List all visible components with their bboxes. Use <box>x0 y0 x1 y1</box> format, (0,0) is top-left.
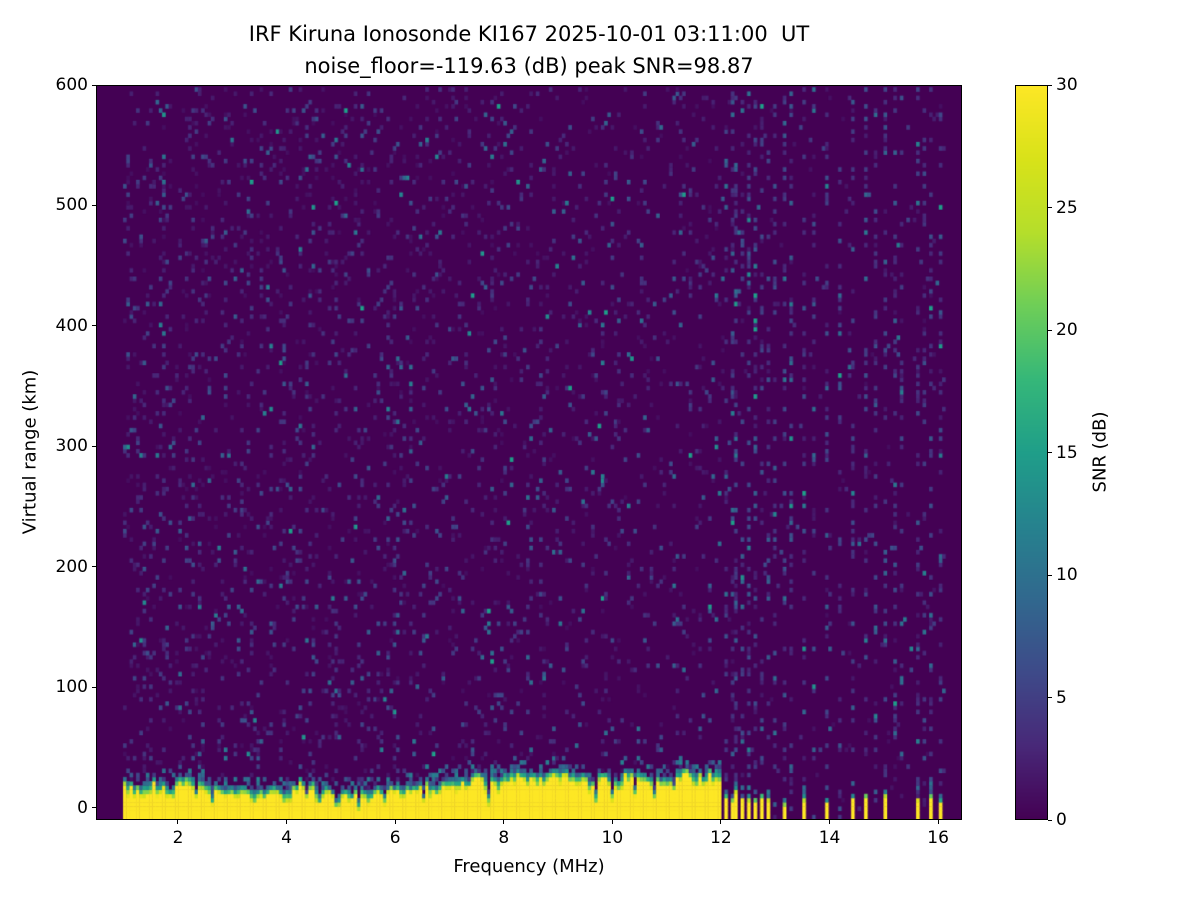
x-tick-label: 10 <box>601 828 624 848</box>
colorbar-tick-mark <box>1048 819 1052 821</box>
y-tick-label: 300 <box>55 436 88 457</box>
y-tick-mark <box>92 807 96 809</box>
colorbar-tick-mark <box>1048 329 1052 331</box>
x-tick-mark <box>720 820 722 824</box>
x-tick-mark <box>829 820 831 824</box>
colorbar-tick-label: 15 <box>1056 442 1078 463</box>
colorbar-tick-label: 20 <box>1056 320 1078 340</box>
colorbar-tick-label: 25 <box>1056 197 1078 218</box>
chart-title-line2: noise_floor=-119.63 (dB) peak SNR=98.87 <box>304 54 754 78</box>
x-tick-label: 8 <box>498 828 510 848</box>
x-tick-mark <box>503 820 505 824</box>
y-tick-label: 400 <box>55 315 88 336</box>
y-tick-mark <box>92 84 96 86</box>
x-tick-label: 16 <box>927 828 949 848</box>
colorbar-tick-label: 5 <box>1056 687 1067 708</box>
x-tick-label: 2 <box>172 828 184 848</box>
y-tick-mark <box>92 686 96 688</box>
colorbar-gradient-canvas <box>1016 86 1047 819</box>
y-tick-label: 100 <box>55 677 88 698</box>
x-tick-mark <box>394 820 396 824</box>
colorbar <box>1015 85 1048 820</box>
x-tick-label: 12 <box>710 828 732 848</box>
y-tick-mark <box>92 445 96 447</box>
colorbar-tick-mark <box>1048 452 1052 453</box>
x-tick-label: 6 <box>389 828 401 848</box>
colorbar-tick-mark <box>1048 84 1052 86</box>
x-axis-label: Frequency (MHz) <box>453 856 605 877</box>
y-tick-mark <box>92 204 96 206</box>
colorbar-tick-mark <box>1048 697 1052 698</box>
x-tick-mark <box>286 820 288 824</box>
y-tick-mark <box>92 566 96 568</box>
y-tick-label: 500 <box>55 195 88 216</box>
ionogram-heatmap-canvas <box>97 86 961 819</box>
x-tick-mark <box>611 820 613 824</box>
colorbar-tick-mark <box>1048 574 1052 576</box>
x-tick-label: 14 <box>818 828 841 848</box>
y-tick-mark <box>92 325 96 327</box>
colorbar-label: SNR (dB) <box>1089 411 1111 493</box>
colorbar-tick-label: 10 <box>1056 565 1078 585</box>
plot-area <box>96 85 962 820</box>
colorbar-tick-label: 30 <box>1056 75 1078 95</box>
x-tick-mark <box>937 820 939 824</box>
y-tick-label: 600 <box>55 75 88 95</box>
colorbar-tick-mark <box>1048 207 1052 208</box>
y-tick-label: 200 <box>55 556 88 577</box>
x-tick-mark <box>177 820 179 824</box>
chart-title-line1: IRF Kiruna Ionosonde KI167 2025-10-01 03… <box>248 22 810 46</box>
colorbar-tick-label: 0 <box>1056 810 1067 830</box>
y-tick-label: 0 <box>77 797 88 818</box>
x-tick-label: 4 <box>281 828 292 848</box>
